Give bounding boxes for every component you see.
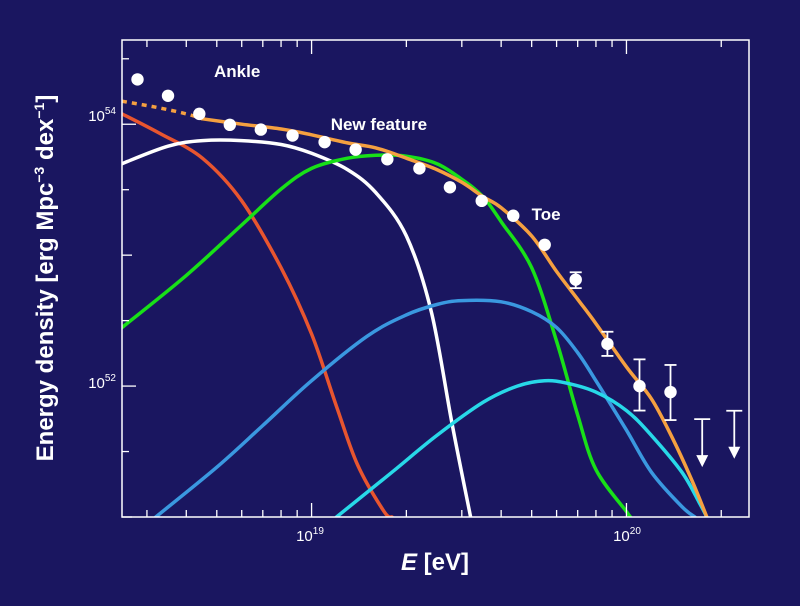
plot-frame	[121, 39, 750, 518]
data-point	[664, 385, 677, 399]
upper-limit-arrow	[728, 446, 741, 459]
annotation-toe: Toe	[532, 205, 561, 224]
model-curves	[122, 99, 709, 517]
curve-4	[334, 378, 709, 517]
data-point	[193, 107, 206, 121]
data-point	[538, 238, 551, 251]
x-tick-label-1e20: 1020	[613, 526, 641, 545]
data-point	[601, 337, 614, 351]
curve-5	[200, 117, 709, 517]
data-point	[381, 153, 394, 166]
data-point	[286, 129, 299, 142]
data-point	[633, 379, 646, 393]
upper-limit-arrow	[696, 455, 709, 468]
data-point	[223, 118, 237, 132]
data-point	[161, 89, 175, 102]
data-point	[475, 194, 488, 208]
y-axis-title: Energy density [erg Mpc−3 dex−1]	[31, 95, 59, 462]
total-curve-extrapolation	[122, 99, 203, 121]
annotation-new-feature: New feature	[331, 115, 427, 134]
x-axis-title: E [eV]	[401, 549, 469, 576]
axis-ticks	[122, 40, 722, 518]
x-tick-label-1e19: 1019	[296, 526, 324, 545]
annotations: Ankle New feature Toe	[214, 62, 561, 224]
annotation-ankle: Ankle	[214, 62, 260, 81]
data-point	[507, 209, 520, 222]
data-points	[131, 73, 677, 421]
y-tick-label-1e54: 1054	[88, 106, 116, 125]
data-point	[254, 123, 268, 136]
upper-limits	[694, 409, 743, 468]
data-point	[413, 162, 426, 175]
data-point	[349, 143, 362, 156]
data-point	[318, 135, 331, 149]
data-point	[131, 73, 144, 86]
curve-2	[122, 153, 633, 517]
data-point	[443, 181, 457, 194]
curve-3	[154, 298, 697, 517]
y-tick-label-1e52: 1052	[88, 373, 116, 392]
data-point	[569, 273, 582, 286]
curve-1	[122, 138, 473, 517]
